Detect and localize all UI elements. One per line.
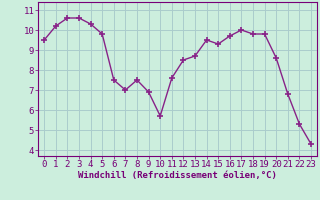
X-axis label: Windchill (Refroidissement éolien,°C): Windchill (Refroidissement éolien,°C) xyxy=(78,171,277,180)
